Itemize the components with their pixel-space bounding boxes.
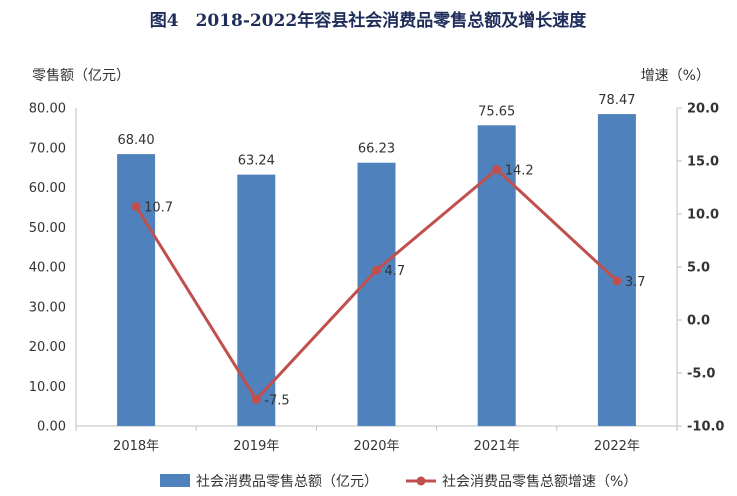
line-value-label: -7.5 [264, 394, 289, 409]
right-tick-label: 5.0 [687, 261, 710, 276]
bar-value-label: 66.23 [358, 142, 395, 157]
legend-label-bar: 社会消费品零售总额（亿元） [196, 474, 378, 490]
right-tick-label: 10.0 [687, 208, 719, 223]
chart-title: 图4 2018-2022年容县社会消费品零售总额及增长速度 [150, 10, 588, 31]
line-value-label: 14.2 [505, 163, 534, 178]
right-tick-label: -5.0 [687, 367, 715, 382]
bar [237, 174, 276, 426]
line-point [492, 164, 502, 174]
line-value-label: 10.7 [144, 201, 173, 216]
left-tick-label: 20.00 [29, 340, 66, 355]
axes: 0.00 10.00 20.00 30.00 40.00 50.00 60.00 70.00 8… [29, 102, 725, 455]
right-tick-label: -10.0 [687, 420, 724, 435]
right-axis-title: 增速（%） [641, 68, 710, 84]
legend-swatch-marker [416, 476, 426, 486]
line-series [131, 164, 622, 404]
bar [357, 162, 396, 426]
line-point [612, 276, 622, 286]
bar-value-label: 63.24 [238, 154, 275, 169]
left-tick-label: 70.00 [29, 141, 66, 156]
line-point [372, 265, 381, 275]
line-point [251, 395, 261, 404]
left-tick-label: 0.00 [37, 420, 66, 435]
left-tick-label: 30.00 [29, 300, 66, 315]
right-tick-label: 15.0 [687, 155, 719, 170]
left-tick-label: 60.00 [29, 181, 66, 196]
left-axis-title: 零售额（亿元） [32, 68, 130, 84]
legend: 社会消费品零售总额（亿元） 社会消费品零售总额增速（%） [160, 474, 637, 490]
line-value-label: 4.7 [385, 264, 406, 279]
x-tick-label: 2019年 [233, 439, 279, 454]
bar-value-label: 75.65 [478, 104, 515, 119]
x-tick-label: 2021年 [474, 439, 520, 454]
bar [117, 154, 156, 427]
x-tick-label: 2022年 [594, 439, 640, 454]
right-tick-label: 20.0 [687, 102, 719, 117]
bar-value-label: 78.47 [598, 93, 635, 108]
legend-swatch-bar [160, 474, 190, 487]
data-labels: 68.40 63.24 66.23 75.65 78.47 10.7 -7.5 4.7 14.2… [117, 93, 645, 408]
x-tick-label: 2020年 [353, 439, 399, 454]
left-tick-label: 50.00 [29, 221, 66, 236]
bar-series [117, 114, 636, 427]
left-tick-label: 10.00 [29, 380, 66, 395]
legend-label-line: 社会消费品零售总额增速（%） [442, 474, 637, 490]
bar [477, 125, 516, 426]
left-tick-label: 40.00 [29, 261, 66, 276]
left-tick-label: 80.00 [29, 102, 66, 117]
right-tick-label: 0.0 [687, 314, 710, 329]
bar-value-label: 68.40 [117, 133, 154, 148]
line-value-label: 3.7 [625, 275, 646, 290]
line-point [131, 202, 141, 212]
x-tick-label: 2018年 [113, 439, 159, 454]
